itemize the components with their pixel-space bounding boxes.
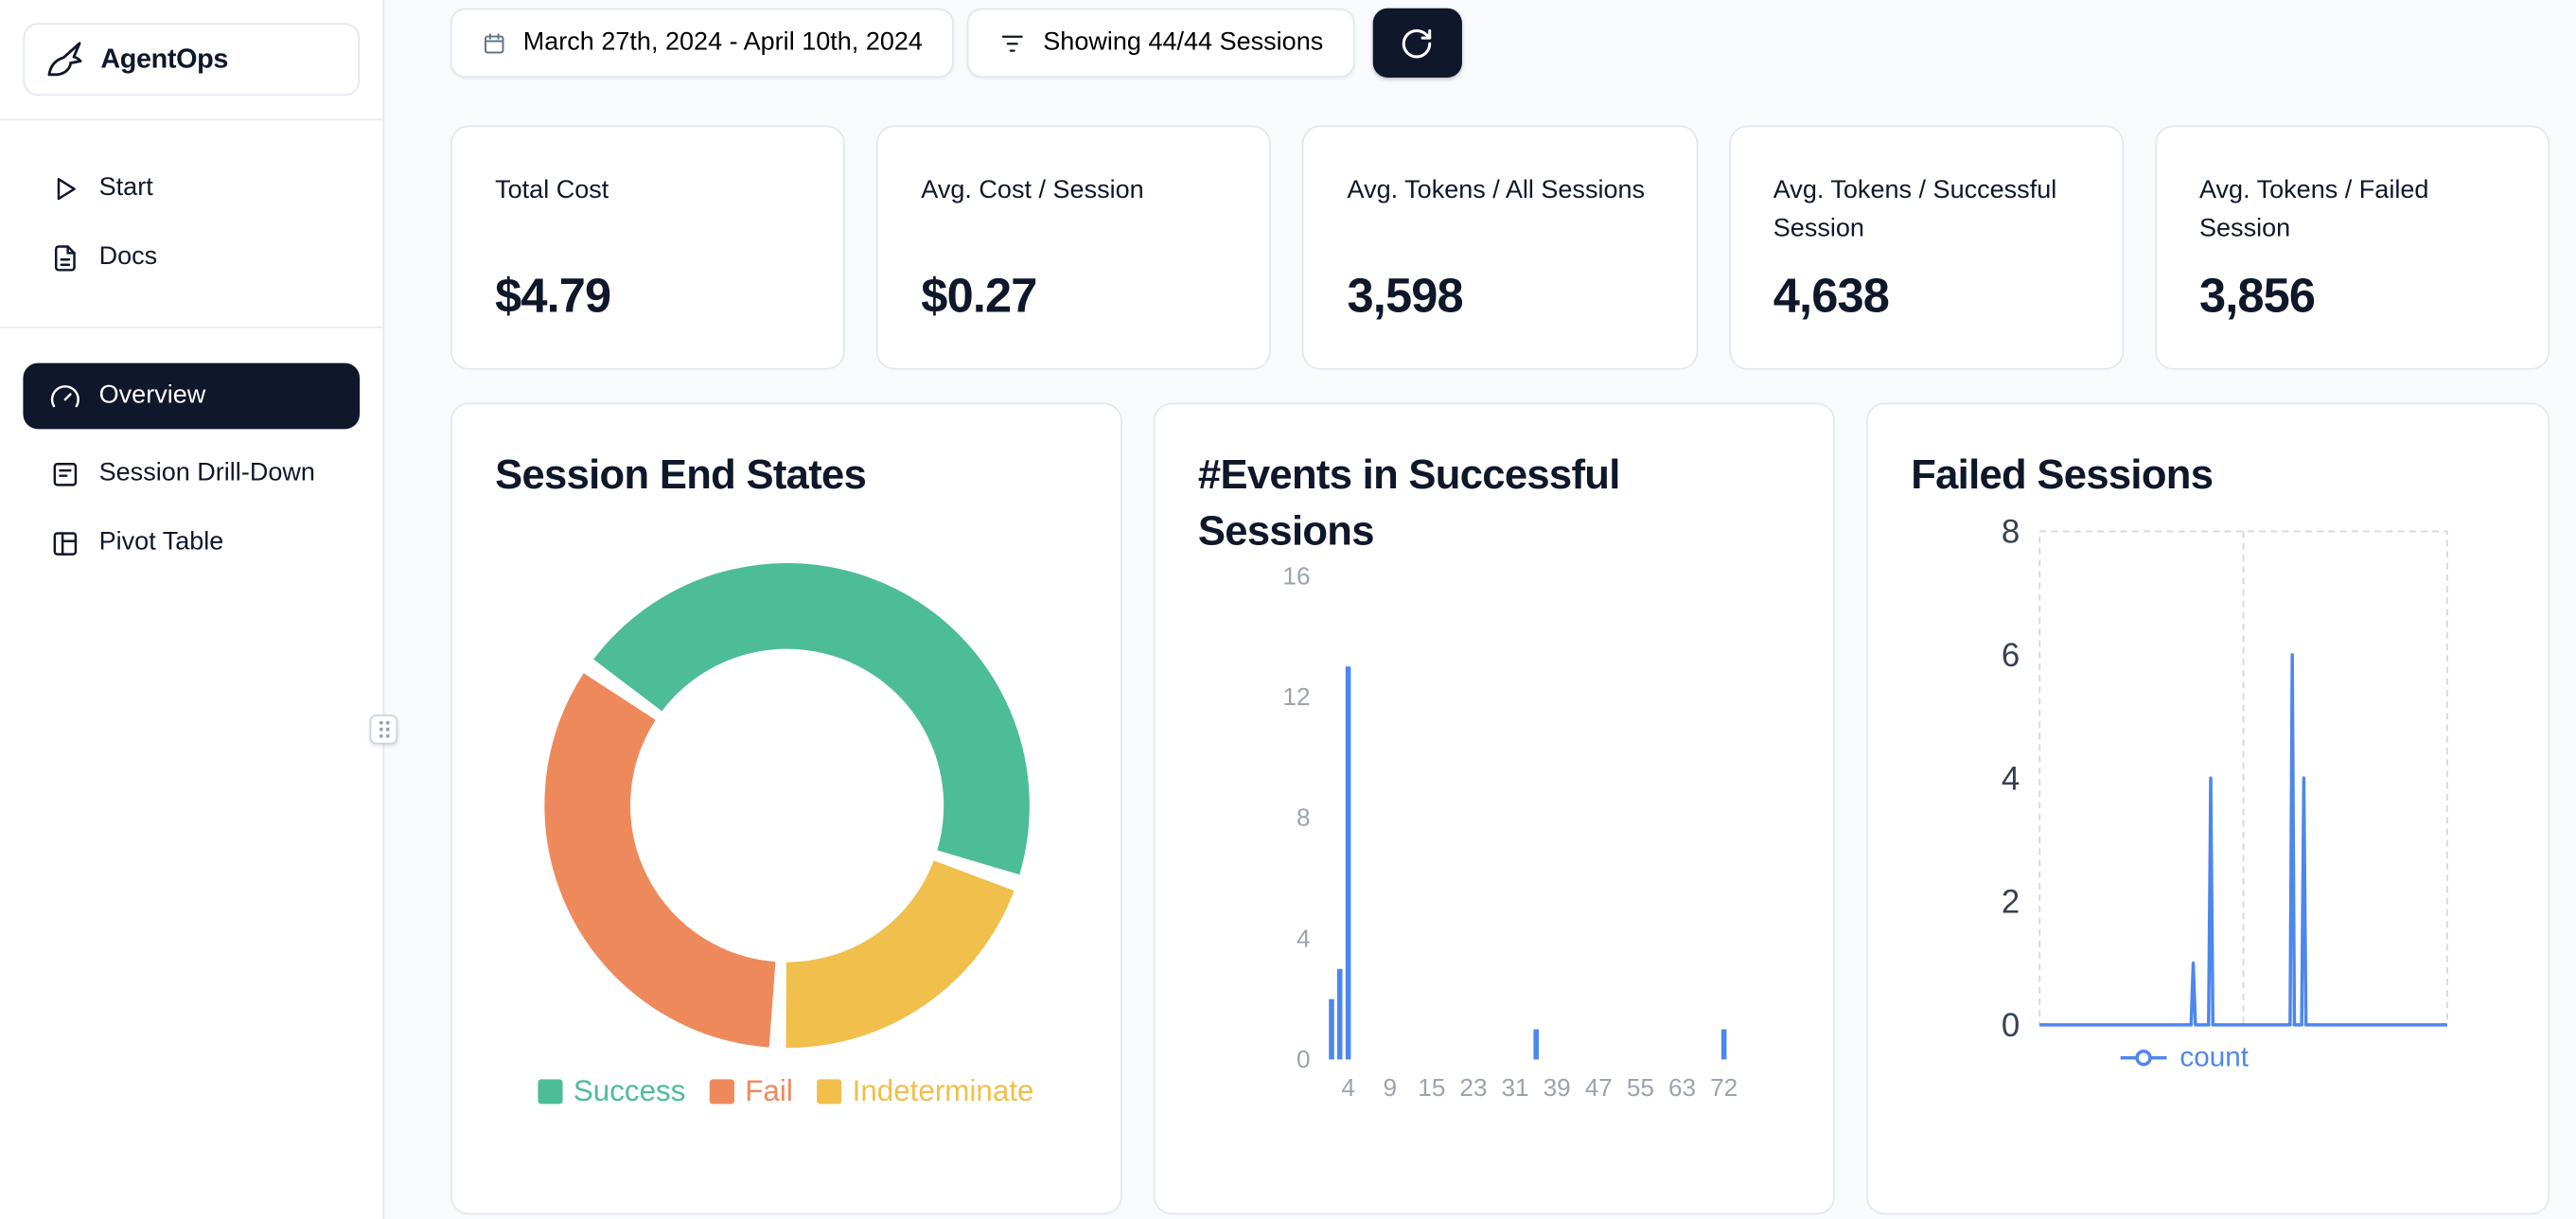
sidebar-nav-top: Start Docs xyxy=(0,120,383,292)
sidebar-item-docs[interactable]: Docs xyxy=(23,222,360,292)
stat-label: Total Cost xyxy=(495,176,609,205)
svg-text:0: 0 xyxy=(2002,1007,2020,1038)
charts-row: Session End States Success Fail Indeterm… xyxy=(450,402,2550,1215)
sessions-filter-button[interactable]: Showing 44/44 Sessions xyxy=(967,8,1355,78)
sidebar-resize-handle[interactable] xyxy=(369,715,398,745)
svg-text:8: 8 xyxy=(2002,517,2020,551)
stat-label: Avg. Tokens / Successful Session xyxy=(1773,176,2057,243)
play-icon xyxy=(49,172,80,203)
sidebar-divider xyxy=(0,327,383,328)
chart-title: Failed Sessions xyxy=(1911,451,2214,499)
session-end-states-card: Session End States Success Fail Indeterm… xyxy=(450,402,1122,1215)
legend-swatch xyxy=(538,1079,564,1104)
stat-value: 3,856 xyxy=(2198,270,2316,324)
sidebar-item-label: Session Drill-Down xyxy=(98,458,315,487)
grip-dots-icon xyxy=(379,720,389,738)
stat-label: Avg. Tokens / All Sessions xyxy=(1347,176,1646,205)
calendar-icon xyxy=(482,30,506,55)
svg-text:55: 55 xyxy=(1627,1073,1654,1102)
failed-sessions-chart: 8 6 4 2 0 xyxy=(2002,517,2448,1038)
legend-swatch xyxy=(710,1079,735,1104)
refresh-icon xyxy=(1400,26,1435,61)
refresh-button[interactable] xyxy=(1372,8,1462,78)
sidebar-item-session-drill-down[interactable]: Session Drill-Down xyxy=(23,439,360,508)
sidebar-item-label: Overview xyxy=(98,380,206,410)
svg-text:23: 23 xyxy=(1459,1073,1487,1102)
count-legend-label: count xyxy=(2179,1041,2249,1073)
count-legend[interactable]: count xyxy=(2119,1041,2505,1074)
donut-legend-item[interactable]: Fail xyxy=(710,1074,793,1109)
filter-icon xyxy=(998,29,1027,58)
sidebar-divider xyxy=(0,118,383,121)
svg-text:0: 0 xyxy=(1297,1045,1311,1073)
legend-label: Fail xyxy=(745,1074,793,1108)
svg-text:8: 8 xyxy=(1297,804,1311,832)
stat-value: $0.27 xyxy=(921,270,1037,324)
svg-text:2: 2 xyxy=(2002,884,2020,921)
svg-text:39: 39 xyxy=(1544,1073,1571,1102)
svg-text:4: 4 xyxy=(1341,1073,1355,1102)
svg-text:4: 4 xyxy=(1297,924,1311,952)
legend-label: Indeterminate xyxy=(852,1074,1034,1108)
docs-icon xyxy=(49,241,80,273)
chart-title: #Events in Successful Sessions xyxy=(1197,451,1620,555)
sidebar-item-label: Start xyxy=(98,173,153,202)
date-range-button[interactable]: March 27th, 2024 - April 10th, 2024 xyxy=(450,8,955,78)
svg-text:72: 72 xyxy=(1710,1073,1738,1102)
sidebar: AgentOps Start Docs xyxy=(0,0,385,1219)
svg-text:31: 31 xyxy=(1502,1073,1529,1102)
svg-text:9: 9 xyxy=(1383,1073,1397,1102)
stat-value: 3,598 xyxy=(1347,270,1464,324)
events-histogram-card: #Events in Successful Sessions 16 12 8 4 0 4 9… xyxy=(1153,402,1835,1215)
stat-value: $4.79 xyxy=(495,270,611,324)
legend-label: Success xyxy=(573,1074,686,1108)
donut-legend-item[interactable]: Success xyxy=(538,1074,685,1109)
donut-legend: Success Fail Indeterminate xyxy=(495,1074,1078,1109)
failed-sessions-card: Failed Sessions 8 6 4 2 0 count xyxy=(1866,402,2550,1215)
svg-text:63: 63 xyxy=(1668,1073,1696,1102)
drill-down-icon xyxy=(49,458,80,489)
count-legend-marker xyxy=(2120,1049,2167,1067)
svg-text:6: 6 xyxy=(2002,637,2020,674)
stat-card-avg-cost-session: Avg. Cost / Session $0.27 xyxy=(876,125,1272,370)
chart-title: Session End States xyxy=(495,451,867,499)
gauge-icon xyxy=(49,380,80,412)
stat-label: Avg. Tokens / Failed Session xyxy=(2198,176,2429,243)
stat-label: Avg. Cost / Session xyxy=(921,176,1144,205)
svg-text:15: 15 xyxy=(1418,1073,1445,1102)
app-title: AgentOps xyxy=(100,44,229,74)
sidebar-item-label: Pivot Table xyxy=(98,527,224,556)
agentops-logo-icon xyxy=(43,38,85,80)
stat-card-avg-tokens-all: Avg. Tokens / All Sessions 3,598 xyxy=(1302,125,1698,370)
toolbar: March 27th, 2024 - April 10th, 2024 Show… xyxy=(450,8,2550,78)
svg-text:12: 12 xyxy=(1282,682,1310,711)
sidebar-item-overview[interactable]: Overview xyxy=(23,362,361,430)
stat-value: 4,638 xyxy=(1773,270,1890,324)
sidebar-item-start[interactable]: Start xyxy=(23,153,360,222)
stat-card-total-cost: Total Cost $4.79 xyxy=(450,125,846,370)
sidebar-item-pivot-table[interactable]: Pivot Table xyxy=(23,508,360,577)
legend-swatch xyxy=(817,1079,843,1104)
stat-card-avg-tokens-failed: Avg. Tokens / Failed Session 3,856 xyxy=(2154,125,2550,370)
date-range-label: March 27th, 2024 - April 10th, 2024 xyxy=(522,27,923,57)
donut-legend-item[interactable]: Indeterminate xyxy=(817,1074,1034,1109)
svg-text:4: 4 xyxy=(2002,760,2020,797)
main-content: March 27th, 2024 - April 10th, 2024 Show… xyxy=(384,0,2576,1215)
sessions-filter-label: Showing 44/44 Sessions xyxy=(1043,27,1324,57)
svg-text:47: 47 xyxy=(1585,1073,1613,1102)
logo[interactable]: AgentOps xyxy=(23,23,361,97)
stat-card-avg-tokens-successful: Avg. Tokens / Successful Session 4,638 xyxy=(1728,125,2124,370)
sidebar-nav-main: Overview Session Drill-Down Pivot Table xyxy=(0,328,383,577)
pivot-table-icon xyxy=(49,527,80,558)
sidebar-item-label: Docs xyxy=(98,242,158,271)
svg-text:16: 16 xyxy=(1282,561,1310,590)
session-end-states-donut xyxy=(543,562,1029,1049)
stats-row: Total Cost $4.79 Avg. Cost / Session $0.… xyxy=(450,125,2550,370)
